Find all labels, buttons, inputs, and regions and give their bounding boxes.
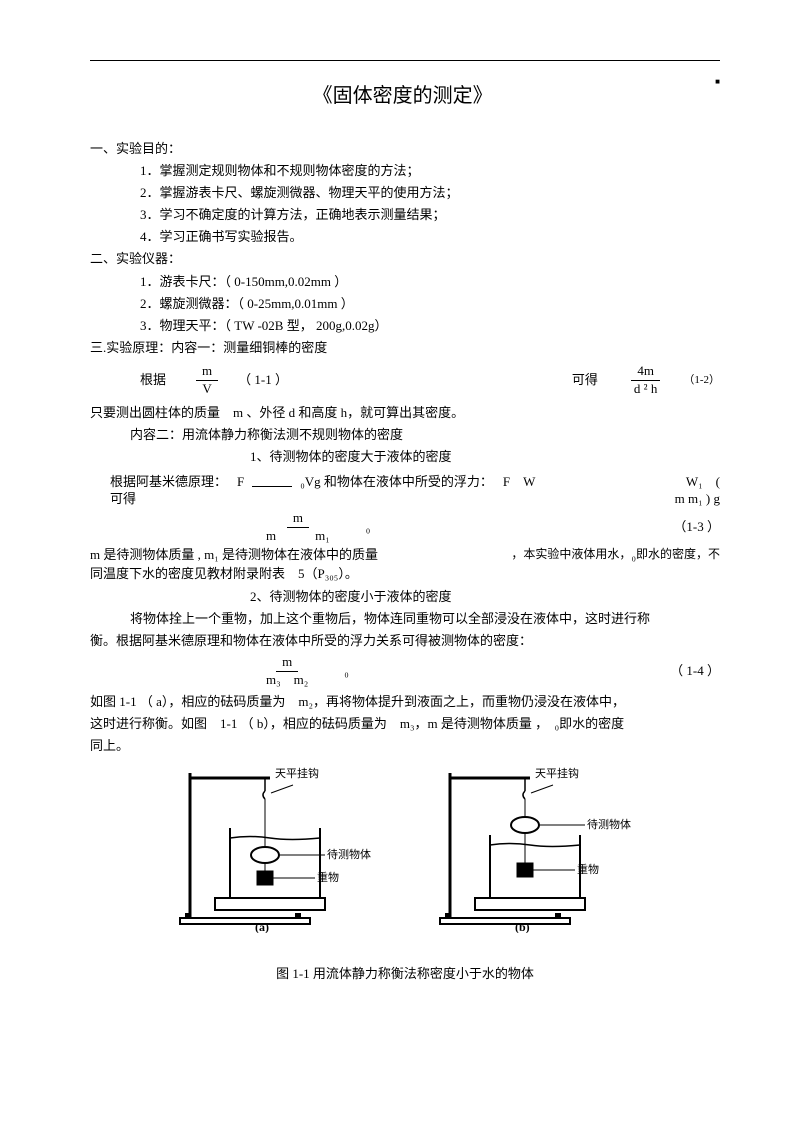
case2-body2: 衡。根据阿基米德原理和物体在液体中所受的浮力关系可得被测物体的密度： (90, 630, 720, 652)
hook-label: 天平挂钩 (535, 766, 579, 780)
section2-item: 2．螺旋测微器：（ 0-25mm,0.01mm ） (90, 293, 720, 315)
frac-num: m (287, 510, 309, 528)
frac-num: m (196, 363, 218, 381)
arch-prefix: 根据阿基米德原理： (110, 474, 227, 491)
weight-label: 重物 (577, 862, 599, 876)
hook-label: 天平挂钩 (275, 766, 319, 780)
figure-a: 天平挂钩 待测物体 重物 (a) (175, 763, 375, 933)
section-instruments: 二、实验仪器： 1．游表卡尺：（ 0-150mm,0.02mm ） 2．螺旋测微… (90, 248, 720, 336)
arch-mm1g: m m₁ ) g (675, 491, 720, 508)
arch-F: F (237, 474, 244, 491)
figure-caption: 图 1-1 用流体静力称衡法称密度小于水的物体 (90, 963, 720, 982)
frac-den: m m₁ (260, 528, 336, 545)
formula-label: （1-2） (683, 373, 720, 387)
obj-label: 待测物体 (327, 847, 371, 861)
cap-b: (b) (515, 920, 530, 933)
archimedes-line: 根据阿基米德原理： F ₀Vg 和物体在液体中所受的浮力： F W W₁ ( (110, 474, 720, 491)
formula-mid: 可得 (572, 372, 598, 389)
archimedes-line2: 可得 m m₁ ) g (110, 491, 720, 508)
frac-num: m (276, 654, 298, 672)
case2-body1: 将物体拴上一个重物，加上这个重物后，物体连同重物可以全部浸没在液体中，这时进行称 (90, 608, 720, 630)
explain3a: m 是待测物体质量 , m₁ 是待测物体在液体中的质量 (90, 547, 378, 564)
weight-label: 重物 (317, 870, 339, 884)
fraction-mv: m V (196, 363, 218, 398)
section-principle: 三.实验原理：内容一：测量细铜棒的密度 根据 m V （ 1-1 ） 可得 4m… (90, 337, 720, 757)
arch-W1: W₁ ( (686, 474, 720, 491)
para-after-f4b: 这时进行称衡。如图 1-1 （ b），相应的砝码质量为 m₃，m 是待测物体质量… (90, 713, 720, 735)
explain3d: 同温度下水的密度见教材附录附表 5（P₃₀₅）。 (90, 563, 720, 585)
section2-item: 3．物理天平：（ TW -02B 型， 200g,0.02g） (90, 315, 720, 337)
frac-den: m₃ m₂ (260, 672, 314, 689)
fraction-1-4: m m₃ m₂ (260, 654, 314, 689)
cap-a: (a) (255, 920, 269, 933)
formula-label: （1-3 ） (673, 519, 720, 536)
arch-suffix: 可得 (110, 491, 136, 508)
section1-heading: 一、实验目的： (90, 138, 720, 160)
page: ■ 《固体密度的测定》 一、实验目的： 1．掌握测定规则物体和不规则物体密度的方… (0, 0, 800, 1133)
figure-b: 天平挂钩 待测物体 重物 (b) (435, 763, 635, 933)
section1-item: 1．掌握测定规则物体和不规则物体密度的方法； (90, 160, 720, 182)
rho0: ₀ (344, 663, 349, 680)
arch-FW: F W (503, 474, 536, 491)
formula-1-4: m m₃ m₂ ₀ （ 1-4 ） (260, 654, 720, 689)
fraction-1-3: m m m₁ (260, 510, 336, 545)
frac-num: 4m (631, 363, 660, 381)
section-purpose: 一、实验目的： 1．掌握测定规则物体和不规则物体密度的方法； 2．掌握游表卡尺、… (90, 138, 720, 248)
section2-item: 1．游表卡尺：（ 0-150mm,0.02mm ） (90, 271, 720, 293)
frac-den: V (196, 381, 217, 398)
doc-title: 《固体密度的测定》 (90, 79, 720, 108)
section3-heading: 三.实验原理：内容一：测量细铜棒的密度 (90, 337, 720, 359)
section2-heading: 二、实验仪器： (90, 248, 720, 270)
section1-item: 4．学习正确书写实验报告。 (90, 226, 720, 248)
explain3b: ，本实验中液体用水， (511, 547, 631, 563)
rho0: ₀ (366, 519, 371, 536)
arch-rho0vg: ₀Vg 和物体在液体中所受的浮力： (300, 474, 493, 491)
apparatus-a-icon: 天平挂钩 待测物体 重物 (a) (175, 763, 375, 933)
formula-1-1-2: 根据 m V （ 1-1 ） 可得 4m d ² h （1-2） (140, 363, 720, 398)
formula-1-3: m m m₁ ₀ （1-3 ） (260, 510, 720, 545)
fraction-4m: 4m d ² h (628, 363, 663, 398)
para-after-f4a: 如图 1-1 （ a），相应的砝码质量为 m₂，再将物体提升到液面之上，而重物仍… (90, 691, 720, 713)
para-after-f4c: 同上。 (90, 735, 720, 757)
section1-item: 3．学习不确定度的计算方法，正确地表示测量结果； (90, 204, 720, 226)
figures-row: 天平挂钩 待测物体 重物 (a) (90, 763, 720, 933)
text-after-f1: 只要测出圆柱体的质量 m 、外径 d 和高度 h，就可算出其密度。 (90, 402, 720, 424)
corner-dot: ■ (715, 77, 720, 86)
content2-heading: 内容二：用流体静力称衡法测不规则物体的密度 (90, 424, 720, 446)
formula-label: （ 1-4 ） (670, 663, 720, 680)
formula-prefix: 根据 (140, 372, 166, 389)
top-rule (90, 60, 720, 61)
apparatus-b-icon: 天平挂钩 待测物体 重物 (b) (435, 763, 635, 933)
explain-3: m 是待测物体质量 , m₁ 是待测物体在液体中的质量 ，本实验中液体用水， ₀… (90, 547, 720, 564)
formula-label: （ 1-1 ） (238, 372, 288, 389)
frac-den: d ² h (628, 381, 663, 398)
case1-heading: 1、待测物体的密度大于液体的密度 (90, 446, 720, 468)
case2-heading: 2、待测物体的密度小于液体的密度 (90, 586, 720, 608)
section1-item: 2．掌握游表卡尺、螺旋测微器、物理天平的使用方法； (90, 182, 720, 204)
obj-label: 待测物体 (587, 817, 631, 831)
explain3c: 即水的密度，不 (636, 547, 720, 563)
